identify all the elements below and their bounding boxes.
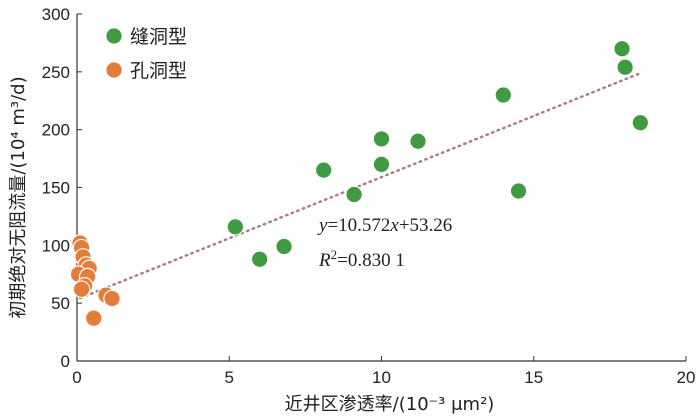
eq-slope: =10.572 (327, 215, 390, 236)
y-tick-label: 200 (42, 121, 70, 140)
point-fracture-cave (494, 86, 513, 104)
point-fracture-cave (409, 132, 427, 151)
r2-value: =0.830 1 (337, 250, 405, 271)
x-tick-label: 20 (677, 368, 696, 387)
x-tick-label: 0 (72, 368, 81, 387)
x-ticks: 0 5 10 15 20 (72, 356, 695, 387)
eq-y-symbol: y (317, 215, 328, 236)
legend-label-pore-cave: 孔洞型 (130, 60, 187, 82)
y-tick-label: 100 (42, 236, 70, 255)
legend-marker-fracture-cave (105, 27, 123, 45)
y-tick-label: 0 (61, 352, 70, 371)
legend-label-fracture-cave: 缝洞型 (130, 26, 187, 48)
point-fracture-cave (616, 58, 634, 77)
point-pore-cave (84, 309, 103, 328)
point-pore-cave (103, 289, 121, 308)
eq-intercept: +53.26 (399, 215, 452, 236)
point-fracture-cave (613, 39, 631, 58)
point-fracture-cave (314, 161, 333, 179)
legend: 缝洞型 孔洞型 (105, 26, 187, 82)
point-fracture-cave (250, 250, 269, 269)
x-tick-label: 5 (225, 368, 234, 387)
point-fracture-cave (509, 182, 528, 200)
r-squared: R2=0.830 1 (318, 247, 405, 271)
point-pore-cave (72, 280, 91, 299)
x-axis-title: 近井区渗透率/(10⁻³ μm²) (285, 394, 495, 415)
eq-x-symbol: x (389, 215, 399, 236)
point-fracture-cave (226, 218, 245, 236)
y-tick-label: 150 (42, 179, 70, 198)
regression-equation: y=10.572x+53.26 (317, 215, 452, 236)
r2-symbol: R (318, 250, 331, 271)
y-tick-label: 250 (42, 63, 70, 82)
y-tick-label: 50 (51, 294, 70, 313)
trendline (78, 71, 642, 300)
x-tick-label: 10 (372, 368, 391, 387)
point-fracture-cave (631, 113, 650, 132)
r2-superscript: 2 (331, 247, 338, 262)
point-fracture-cave (345, 185, 363, 204)
legend-marker-pore-cave (105, 61, 123, 79)
data-points (69, 39, 650, 328)
point-fracture-cave (275, 237, 293, 256)
point-fracture-cave (372, 130, 391, 148)
y-ticks: 0 50 100 150 200 250 300 (42, 5, 82, 371)
y-axis-title: 初期绝对无阻流量/(10⁴ m³/d) (8, 76, 29, 318)
point-fracture-cave (372, 155, 391, 174)
y-tick-label: 300 (42, 5, 70, 24)
x-tick-label: 15 (524, 368, 543, 387)
